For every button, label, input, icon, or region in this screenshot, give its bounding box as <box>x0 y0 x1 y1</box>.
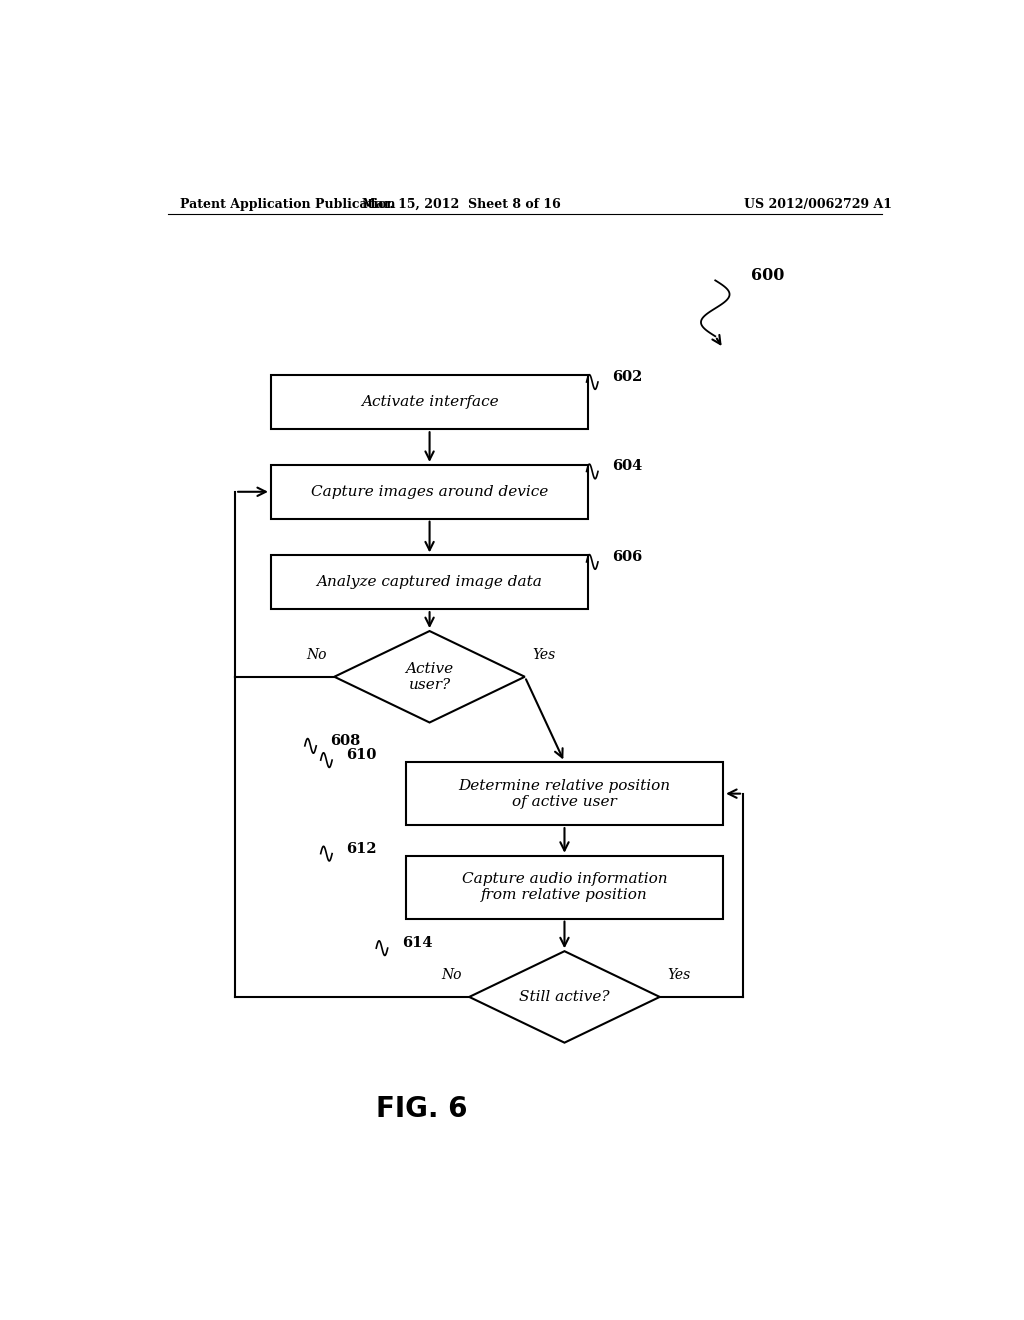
FancyBboxPatch shape <box>270 556 588 609</box>
Text: No: No <box>306 648 327 661</box>
FancyBboxPatch shape <box>406 762 723 825</box>
Text: 614: 614 <box>401 936 432 950</box>
Polygon shape <box>334 631 524 722</box>
Text: 612: 612 <box>346 842 377 855</box>
Text: Yes: Yes <box>532 648 556 661</box>
Text: Yes: Yes <box>668 968 691 982</box>
Text: 604: 604 <box>612 459 642 474</box>
Text: FIG. 6: FIG. 6 <box>376 1094 467 1123</box>
Text: Patent Application Publication: Patent Application Publication <box>179 198 395 211</box>
Text: Capture audio information
from relative position: Capture audio information from relative … <box>462 873 668 903</box>
FancyBboxPatch shape <box>270 465 588 519</box>
Text: No: No <box>440 968 462 982</box>
FancyBboxPatch shape <box>270 375 588 429</box>
Text: US 2012/0062729 A1: US 2012/0062729 A1 <box>744 198 893 211</box>
Text: Capture images around device: Capture images around device <box>311 484 548 499</box>
Text: Active
user?: Active user? <box>406 661 454 692</box>
Text: Analyze captured image data: Analyze captured image data <box>316 576 543 589</box>
Text: Activate interface: Activate interface <box>360 395 499 409</box>
Text: 600: 600 <box>751 267 784 284</box>
Text: 606: 606 <box>612 550 642 564</box>
Text: 602: 602 <box>612 370 642 384</box>
Text: 610: 610 <box>346 748 377 762</box>
Text: Determine relative position
of active user: Determine relative position of active us… <box>459 779 671 809</box>
FancyBboxPatch shape <box>406 855 723 919</box>
Text: Still active?: Still active? <box>519 990 609 1005</box>
Polygon shape <box>469 952 659 1043</box>
Text: 608: 608 <box>331 734 360 748</box>
Text: Mar. 15, 2012  Sheet 8 of 16: Mar. 15, 2012 Sheet 8 of 16 <box>361 198 561 211</box>
